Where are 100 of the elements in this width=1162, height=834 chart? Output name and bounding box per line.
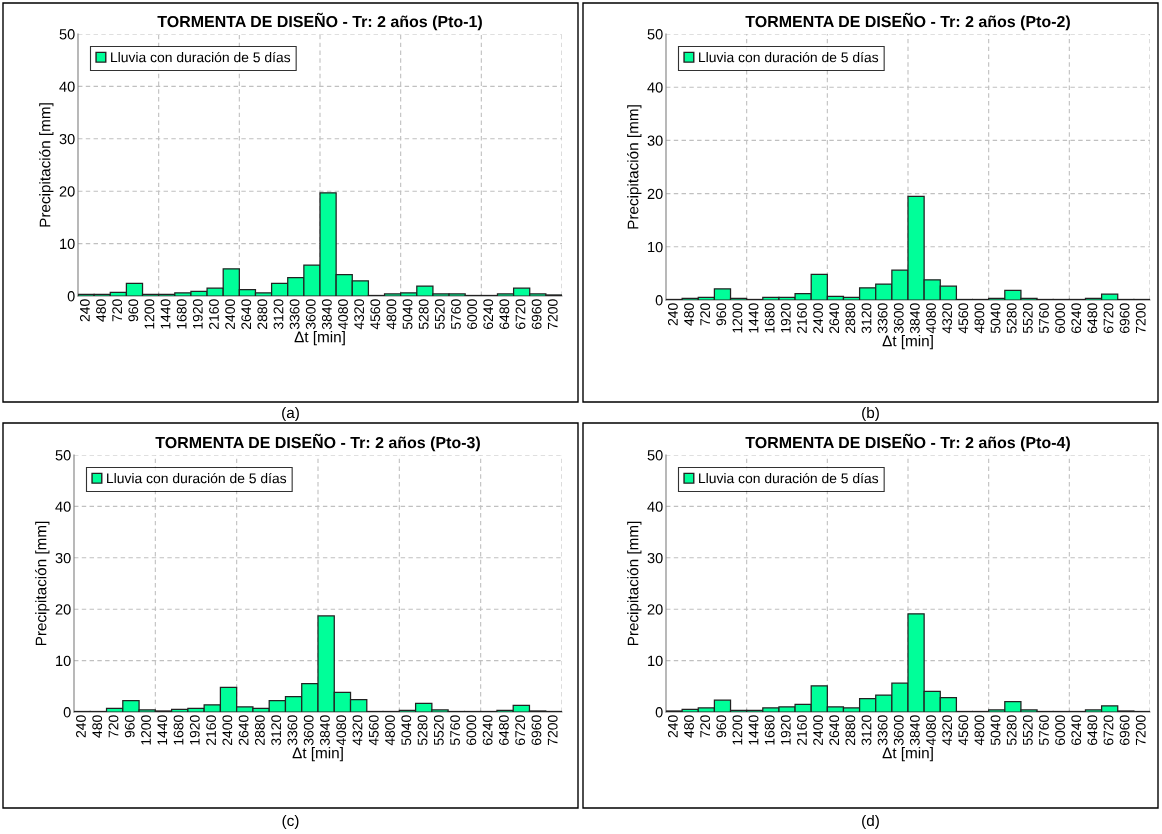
x-tick-label: 1680 xyxy=(176,299,187,329)
x-tick-label: 3360 xyxy=(289,299,300,330)
x-tick-label: 1440 xyxy=(157,715,168,745)
x-tick-label: 2640 xyxy=(238,715,249,745)
x-tick-label: 3360 xyxy=(877,303,888,334)
y-tick-label: 20 xyxy=(59,186,75,197)
x-tick-label: 4320 xyxy=(942,715,953,746)
x-tick-label: 960 xyxy=(128,299,139,322)
x-tick-label: 480 xyxy=(92,715,103,738)
x-tick-label: 960 xyxy=(124,715,135,738)
x-tick-label: 4080 xyxy=(336,715,347,746)
x-tick-label: 480 xyxy=(96,299,106,322)
y-tick-label: 0 xyxy=(655,295,663,306)
text: (b) xyxy=(862,406,879,422)
x-tick-label: 3840 xyxy=(909,715,920,746)
y-axis-title: Precipitación [mm] xyxy=(627,105,642,229)
x-tick-label: 2640 xyxy=(241,299,252,329)
x-tick-label: 4560 xyxy=(958,303,969,334)
x-tick-label: 4800 xyxy=(974,715,985,746)
x-tick-label: 1920 xyxy=(192,299,203,329)
y-tick-label: 30 xyxy=(647,135,663,146)
x-tick-label: 1680 xyxy=(764,715,775,745)
x-tick-label: 6000 xyxy=(1055,303,1065,333)
x-axis-title: Δt [min] xyxy=(882,335,933,350)
x-tick-label: 3600 xyxy=(893,715,904,746)
x-tick-label: 2400 xyxy=(225,299,235,329)
x-tick-label: 5760 xyxy=(451,299,461,330)
x-tick-label: 5760 xyxy=(450,715,460,746)
x-tick-label: 4320 xyxy=(352,715,363,746)
x-tick-label: 1200 xyxy=(141,715,151,745)
x-tick-label: 2880 xyxy=(257,299,268,329)
y-tick-label: 10 xyxy=(648,241,663,253)
x-tick-label: 6720 xyxy=(515,715,526,745)
x-tick-label: 960 xyxy=(716,303,727,326)
legend-label: Lluvia con duración de 5 días xyxy=(699,472,879,484)
x-tick-label: 2400 xyxy=(222,715,233,745)
x-tick-label: 4800 xyxy=(974,303,985,334)
x-tick-label: 6480 xyxy=(498,715,509,745)
x-tick-label: 3840 xyxy=(909,303,920,334)
x-tick-label: 5760 xyxy=(1039,715,1049,746)
x-tick-label: 6960 xyxy=(1119,303,1130,333)
y-tick-label: 40 xyxy=(59,81,75,92)
x-tick-label: 1200 xyxy=(732,303,743,333)
x-tick-label: 2880 xyxy=(254,715,265,745)
y-tick-label: 20 xyxy=(55,604,71,615)
y-tick-label: 10 xyxy=(60,238,75,250)
y-tick-label: 30 xyxy=(647,552,663,564)
x-tick-label: 6960 xyxy=(531,715,542,745)
x-tick-label: 5280 xyxy=(1006,715,1017,746)
x-axis-title: Δt [min] xyxy=(294,331,345,346)
x-tick-label: 240 xyxy=(667,715,678,738)
x-tick-label: 5280 xyxy=(417,715,428,746)
y-tick-label: 10 xyxy=(56,655,71,667)
x-tick-label: 3840 xyxy=(320,715,330,746)
x-tick-label: 5520 xyxy=(1022,715,1033,746)
y-tick-label: 0 xyxy=(67,291,75,302)
y-tick-label: 0 xyxy=(655,707,663,718)
x-tick-label: 5520 xyxy=(433,715,444,746)
text: (c) xyxy=(282,814,299,830)
x-tick-label: 2160 xyxy=(209,299,219,329)
x-tick-label: 5040 xyxy=(402,299,413,330)
y-tick-label: 50 xyxy=(647,29,663,40)
x-tick-label: 4800 xyxy=(385,715,395,746)
x-tick-label: 5040 xyxy=(990,715,1001,746)
x-tick-label: 2640 xyxy=(829,715,840,745)
legend-label: Lluvia con duración de 5 días xyxy=(699,51,879,63)
x-tick-label: 960 xyxy=(716,715,727,738)
x-tick-label: 7200 xyxy=(547,299,558,329)
x-tick-label: 4560 xyxy=(958,715,969,746)
text: (a) xyxy=(282,406,299,422)
x-tick-label: 1680 xyxy=(173,715,184,745)
x-tick-label: 4560 xyxy=(370,299,381,330)
x-tick-label: 1440 xyxy=(748,303,759,333)
chart-title: TORMENTA DE DISEÑO - Tr: 2 años (Pto-2) xyxy=(745,12,1070,31)
x-tick-label: 1200 xyxy=(144,299,155,329)
x-tick-label: 720 xyxy=(700,303,711,326)
y-tick-label: 10 xyxy=(648,655,663,667)
x-tick-label: 7200 xyxy=(547,715,558,745)
x-tick-label: 6960 xyxy=(1119,715,1130,745)
y-tick-label: 40 xyxy=(55,501,71,512)
y-tick-label: 0 xyxy=(63,707,71,718)
y-tick-label: 50 xyxy=(647,450,663,461)
x-tick-label: 1920 xyxy=(780,715,791,745)
x-tick-label: 4800 xyxy=(386,299,397,330)
x-tick-label: 2640 xyxy=(829,303,840,333)
y-tick-label: 50 xyxy=(59,29,75,40)
chart-title: TORMENTA DE DISEÑO - Tr: 2 años (Pto-1) xyxy=(157,12,482,31)
y-tick-label: 20 xyxy=(647,188,663,200)
x-tick-label: 480 xyxy=(684,303,694,326)
x-tick-label: 4080 xyxy=(926,303,936,334)
x-tick-label: 5520 xyxy=(1022,303,1033,334)
x-tick-label: 6240 xyxy=(482,715,493,745)
x-tick-label: 4080 xyxy=(338,299,348,330)
legend-label: Lluvia con duración de 5 días xyxy=(107,472,287,484)
x-tick-label: 720 xyxy=(112,299,123,322)
y-axis-title: Precipitación [mm] xyxy=(627,521,642,646)
x-tick-label: 2160 xyxy=(797,715,807,745)
x-tick-label: 3600 xyxy=(893,303,904,334)
x-tick-label: 1440 xyxy=(748,715,759,745)
x-tick-label: 2880 xyxy=(845,715,856,745)
